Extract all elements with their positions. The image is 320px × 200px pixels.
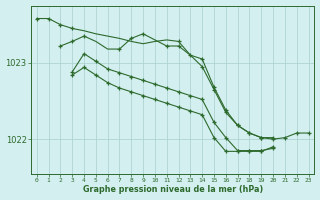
X-axis label: Graphe pression niveau de la mer (hPa): Graphe pression niveau de la mer (hPa) bbox=[83, 185, 263, 194]
